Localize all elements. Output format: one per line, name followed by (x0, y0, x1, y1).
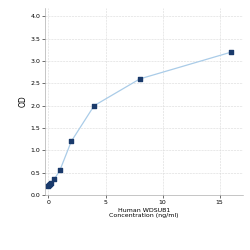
Point (58, 168, 62, 172)
Y-axis label: OD: OD (18, 95, 28, 107)
Point (49, 180, 53, 184)
Point (48, 182, 52, 186)
Point (92, 104, 96, 108)
Point (69, 140, 73, 143)
Point (52, 178, 56, 182)
X-axis label: Human WDSUB1
Concentration (ng/ml): Human WDSUB1 Concentration (ng/ml) (109, 208, 178, 218)
Point (229, 50, 233, 54)
Point (138, 77, 142, 81)
Point (47, 183, 51, 187)
Point (46, 184, 50, 188)
